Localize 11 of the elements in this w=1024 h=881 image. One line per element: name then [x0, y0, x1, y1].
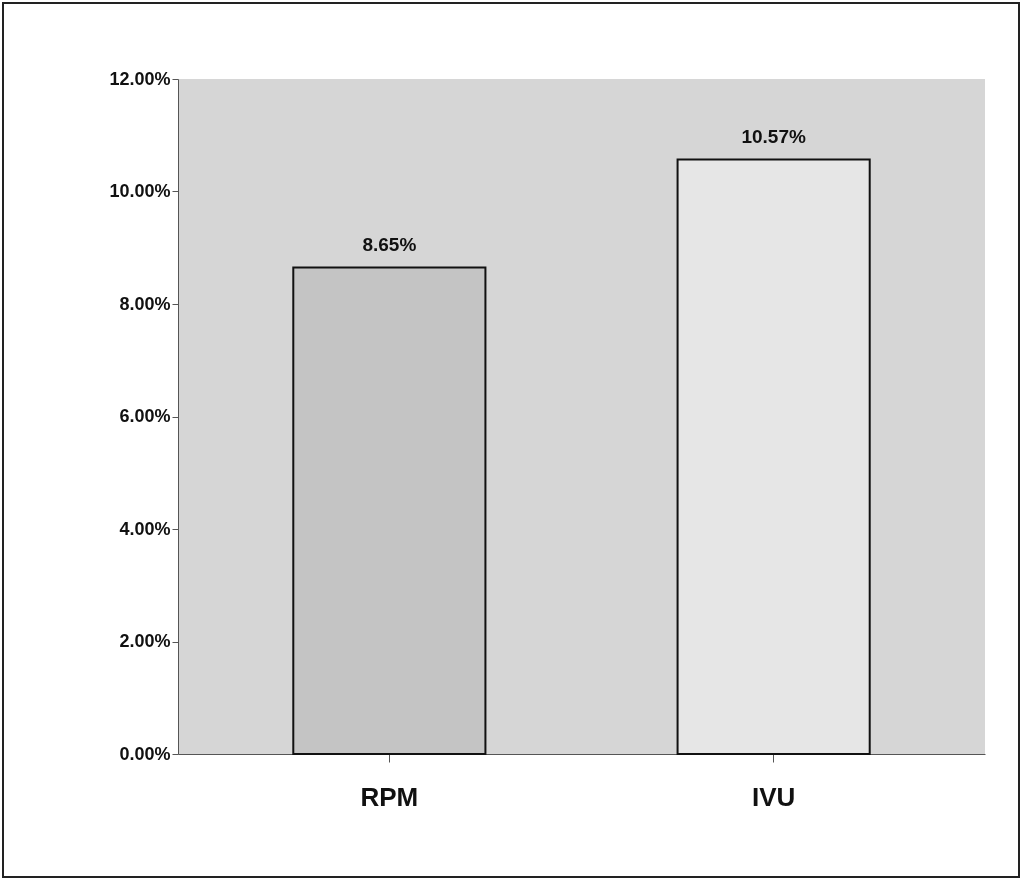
- y-tick-label: 2.00%: [119, 631, 171, 651]
- y-tick-label: 10.00%: [109, 181, 171, 201]
- data-label: 8.65%: [362, 234, 417, 256]
- y-tick-label: 0.00%: [119, 743, 171, 764]
- y-tick-label: 12.00%: [109, 68, 171, 89]
- y-tick-label: 8.00%: [119, 293, 171, 314]
- y-tick-label: 6.00%: [119, 406, 171, 426]
- x-tick-label: IVU: [751, 781, 796, 812]
- y-tick-label: 4.00%: [119, 518, 171, 539]
- x-tick-label: RPM: [360, 781, 419, 812]
- data-label: 10.57%: [741, 126, 806, 148]
